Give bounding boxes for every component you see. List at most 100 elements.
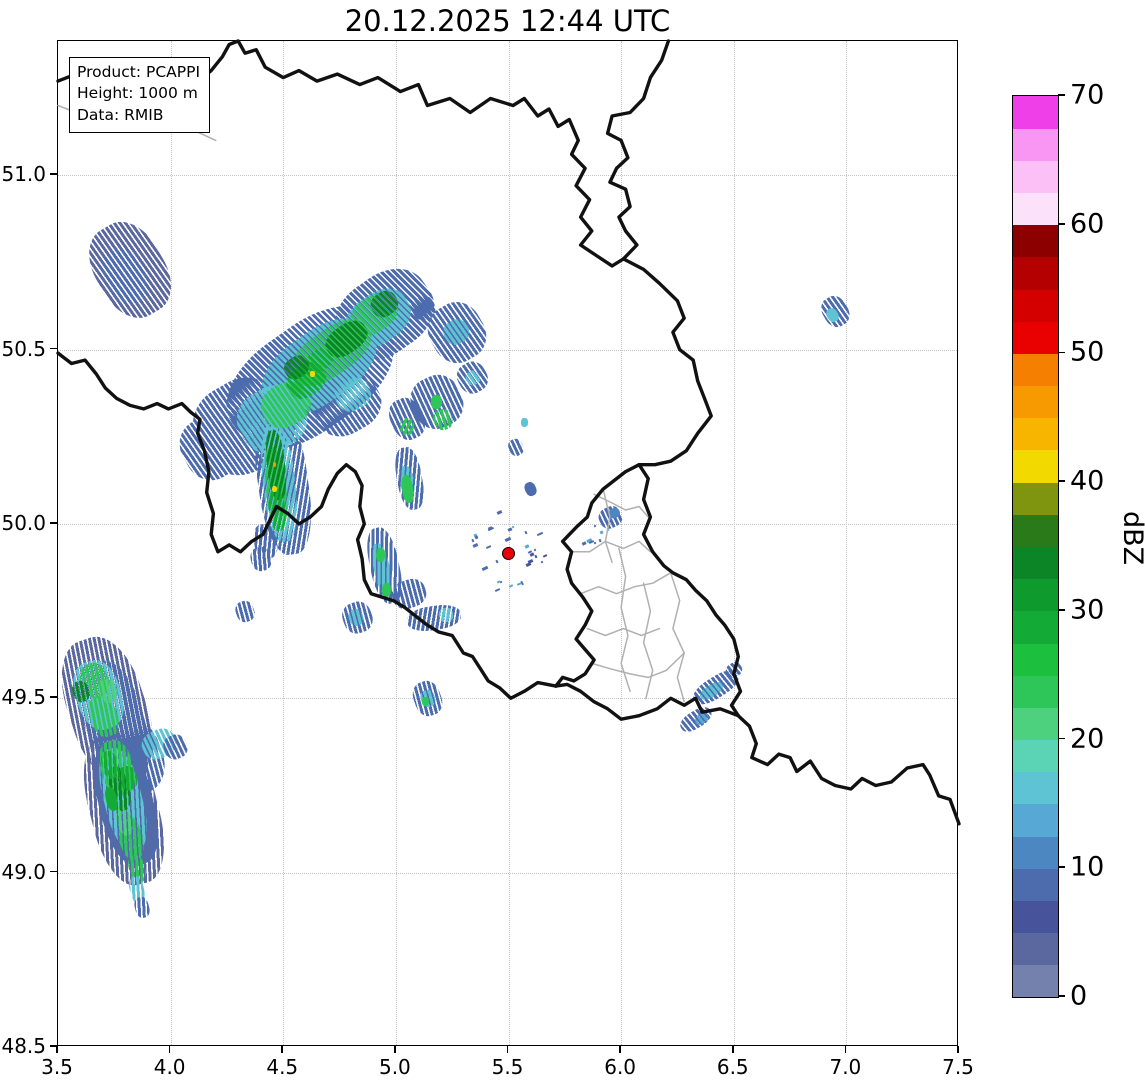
colorbar-tick-label: 70 <box>1070 79 1105 111</box>
colorbar-segment <box>1013 771 1058 805</box>
colorbar-segment <box>1013 868 1058 901</box>
colorbar-segment <box>1013 964 1058 998</box>
colorbar-segment <box>1013 707 1058 741</box>
colorbar-tick <box>1058 480 1066 482</box>
grid-line-x <box>846 41 848 1045</box>
colorbar-segment <box>1013 256 1058 290</box>
colorbar-segment <box>1013 192 1058 226</box>
colorbar-segment <box>1013 803 1058 837</box>
colorbar-segment <box>1013 578 1058 612</box>
colorbar-segment <box>1013 289 1058 322</box>
x-axis-tick-label: 6.0 <box>604 1055 637 1079</box>
grid-line-x <box>621 41 623 1045</box>
colorbar-segment <box>1013 353 1058 387</box>
x-axis-tick-label: 7.5 <box>942 1055 974 1079</box>
x-axis-tick-label: 7.0 <box>829 1055 862 1079</box>
region-border-line <box>602 488 613 564</box>
region-border-line <box>570 540 652 553</box>
y-axis-tick <box>50 522 57 524</box>
colorbar-segment <box>1013 449 1058 483</box>
x-axis-tick <box>506 1046 509 1053</box>
colorbar-tick-label: 30 <box>1070 594 1105 626</box>
colorbar-tick-label: 0 <box>1070 980 1088 1012</box>
x-axis-tick <box>394 1046 396 1053</box>
colorbar-segment <box>1013 546 1058 580</box>
colorbar-segment <box>1013 321 1058 354</box>
x-axis-tick-label: 4.5 <box>266 1055 299 1079</box>
colorbar-segment <box>1013 128 1058 161</box>
colorbar-tick-label: 10 <box>1070 851 1105 883</box>
x-axis-tick-label: 4.0 <box>153 1055 186 1079</box>
echo-cell <box>421 697 429 707</box>
figure-title: 20.12.2025 12:44 UTC <box>344 4 671 38</box>
colorbar-segment <box>1013 900 1058 934</box>
product-info-line: Data: RMIB <box>77 105 164 124</box>
colorbar-segment <box>1013 610 1058 644</box>
y-axis-tick <box>50 696 57 699</box>
y-axis-tick-label: 49.0 <box>1 859 46 884</box>
colorbar-segment <box>1013 160 1058 194</box>
y-axis-tick <box>50 173 57 176</box>
x-axis-tick-label: 5.5 <box>491 1055 524 1079</box>
colorbar-tick <box>1058 995 1066 997</box>
grid-line-y <box>58 523 957 525</box>
colorbar-segment <box>1013 739 1058 773</box>
country-border-line <box>621 257 961 826</box>
x-axis-tick-label: 3.5 <box>41 1055 73 1079</box>
colorbar-segment <box>1013 224 1058 258</box>
x-axis-tick <box>281 1046 284 1053</box>
colorbar-tick <box>1058 351 1066 354</box>
region-border-line <box>591 652 685 679</box>
grid-line-x <box>395 41 397 1045</box>
colorbar-tick <box>1058 737 1066 740</box>
country-border-line <box>605 39 671 261</box>
radar-echo-layer <box>58 41 957 1045</box>
grid-line-x <box>170 41 172 1045</box>
region-border-line <box>642 582 654 700</box>
x-axis-tick <box>56 1046 58 1053</box>
country-borders-overlay <box>56 39 961 826</box>
y-axis-tick-label: 50.5 <box>1 336 46 361</box>
colorbar-tick-label: 40 <box>1070 465 1105 497</box>
colorbar-tick-label: 20 <box>1070 723 1105 755</box>
country-border-line <box>554 463 740 721</box>
echo-cell <box>430 394 443 409</box>
region-border-line <box>618 547 631 693</box>
grid-line-y <box>58 349 957 351</box>
colorbar <box>1012 95 1059 998</box>
grid-line-x <box>508 41 510 1045</box>
country-border-line <box>56 351 558 700</box>
grid-line-x <box>733 41 735 1045</box>
y-axis-tick <box>50 1045 57 1047</box>
echo-cell <box>400 417 414 436</box>
region-border-line <box>669 572 685 703</box>
y-axis-tick-label: 50.0 <box>1 510 46 535</box>
x-axis-tick-label: 5.0 <box>378 1055 411 1079</box>
echo-cell <box>375 548 385 563</box>
y-axis-tick <box>50 347 57 350</box>
x-axis-tick <box>731 1046 734 1053</box>
colorbar-tick <box>1058 866 1066 869</box>
echo-cell <box>520 418 528 428</box>
product-info-line: Product: PCAPPI <box>77 63 201 81</box>
x-axis-tick <box>619 1046 621 1053</box>
colorbar-segment <box>1013 836 1058 869</box>
colorbar-segment <box>1013 482 1058 515</box>
colorbar-segment <box>1013 932 1058 966</box>
region-border-line <box>579 572 672 595</box>
radar-site-marker <box>502 547 515 561</box>
x-axis-tick <box>957 1046 959 1053</box>
colorbar-tick <box>1058 94 1066 96</box>
echo-cell <box>272 462 277 468</box>
colorbar-segment <box>1013 96 1058 129</box>
grid-line-y <box>58 872 957 874</box>
x-axis-tick <box>168 1046 171 1053</box>
grid-line-y <box>58 175 957 177</box>
x-axis-tick-label: 6.5 <box>716 1055 749 1079</box>
echo-cell <box>310 371 315 377</box>
colorbar-unit-label: dBZ <box>1117 510 1145 565</box>
product-info-box: Product: PCAPPI Height: 1000 m Data: RMI… <box>69 57 211 134</box>
map-plot-area: Product: PCAPPI Height: 1000 m Data: RMI… <box>56 39 961 1046</box>
region-border-line <box>593 493 649 518</box>
